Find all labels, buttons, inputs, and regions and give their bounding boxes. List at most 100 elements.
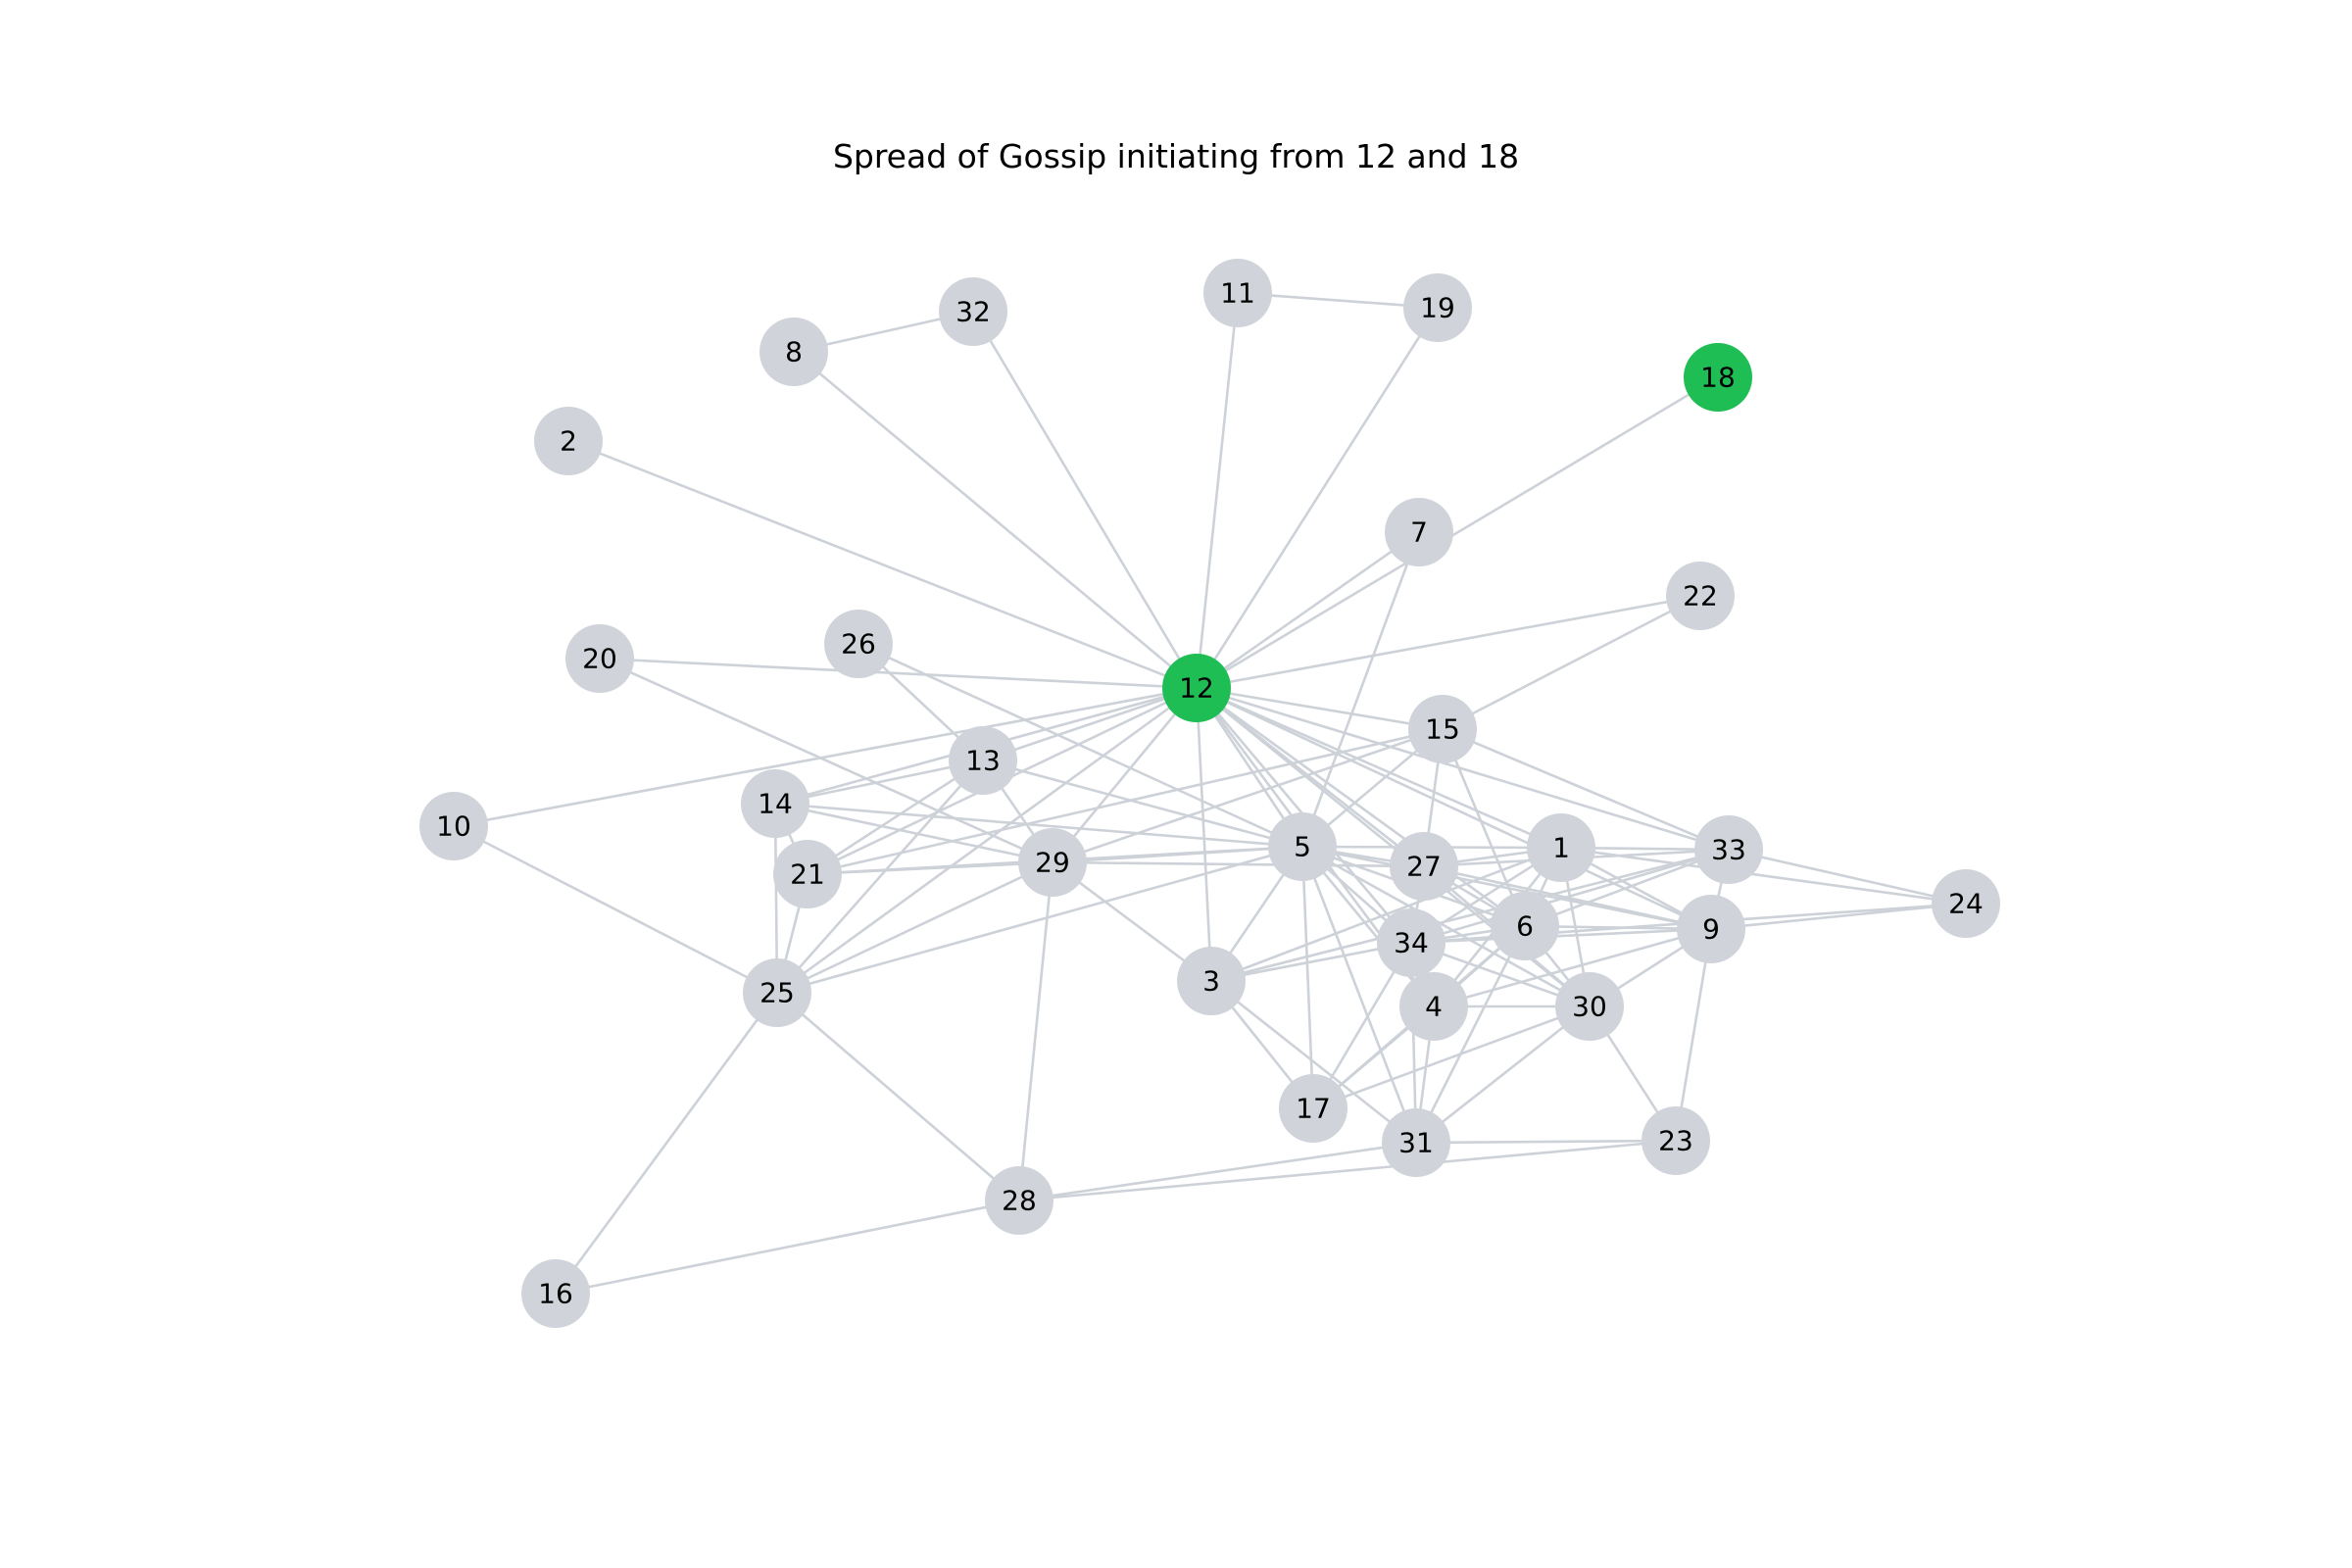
edge-layer xyxy=(453,291,1967,1296)
node-circle-5 xyxy=(1268,812,1337,881)
node-26[interactable]: 26 xyxy=(824,610,893,678)
edge-29-28 xyxy=(1017,861,1054,1201)
node-3[interactable]: 3 xyxy=(1177,947,1246,1015)
node-circle-11 xyxy=(1203,259,1272,327)
node-circle-31 xyxy=(1382,1108,1450,1177)
node-20[interactable]: 20 xyxy=(565,624,634,693)
node-24[interactable]: 24 xyxy=(1932,869,2000,938)
node-circle-20 xyxy=(565,624,634,693)
node-4[interactable]: 4 xyxy=(1399,972,1468,1041)
node-2[interactable]: 2 xyxy=(534,407,603,475)
node-22[interactable]: 22 xyxy=(1666,562,1735,630)
edge-12-33 xyxy=(1196,686,1730,852)
node-label-34: 34 xyxy=(1394,927,1429,959)
node-28[interactable]: 28 xyxy=(985,1166,1054,1235)
edge-12-6 xyxy=(1196,686,1526,928)
node-13[interactable]: 13 xyxy=(949,726,1017,795)
node-circle-9 xyxy=(1677,895,1745,963)
node-circle-12 xyxy=(1162,654,1231,722)
node-layer: 1234567891011121314151617181920212223242… xyxy=(419,259,2000,1328)
edge-5-31 xyxy=(1300,846,1418,1144)
edge-22-15 xyxy=(1442,594,1701,731)
node-32[interactable]: 32 xyxy=(939,277,1007,346)
node-7[interactable]: 7 xyxy=(1385,498,1453,566)
node-11[interactable]: 11 xyxy=(1203,259,1272,327)
node-16[interactable]: 16 xyxy=(521,1259,590,1328)
node-27[interactable]: 27 xyxy=(1390,832,1458,901)
node-label-23: 23 xyxy=(1658,1125,1693,1157)
node-label-27: 27 xyxy=(1406,851,1442,883)
node-label-8: 8 xyxy=(785,336,803,368)
node-label-12: 12 xyxy=(1179,672,1214,705)
edge-29-25 xyxy=(776,860,1054,995)
node-label-29: 29 xyxy=(1035,847,1070,879)
node-circle-33 xyxy=(1694,815,1763,884)
edge-30-17 xyxy=(1312,1004,1591,1110)
node-21[interactable]: 21 xyxy=(773,840,842,908)
edge-34-33 xyxy=(1410,848,1730,945)
node-circle-8 xyxy=(760,318,828,386)
node-label-15: 15 xyxy=(1425,713,1460,746)
node-circle-6 xyxy=(1491,892,1559,960)
node-circle-1 xyxy=(1527,813,1595,882)
node-label-20: 20 xyxy=(582,643,617,675)
node-34[interactable]: 34 xyxy=(1377,908,1446,977)
edge-5-30 xyxy=(1301,845,1591,1008)
node-label-21: 21 xyxy=(790,858,825,891)
edge-13-5 xyxy=(982,759,1303,849)
node-30[interactable]: 30 xyxy=(1555,972,1624,1041)
edge-12-29 xyxy=(1051,687,1199,863)
edge-7-5 xyxy=(1300,531,1421,848)
edge-21-15 xyxy=(807,727,1444,876)
node-label-28: 28 xyxy=(1002,1185,1037,1217)
node-circle-28 xyxy=(985,1166,1054,1235)
node-circle-17 xyxy=(1279,1074,1348,1143)
node-18[interactable]: 18 xyxy=(1684,343,1752,412)
node-label-32: 32 xyxy=(956,296,991,328)
node-label-4: 4 xyxy=(1425,991,1443,1023)
node-31[interactable]: 31 xyxy=(1382,1108,1450,1177)
node-14[interactable]: 14 xyxy=(741,769,809,838)
edge-26-5 xyxy=(858,642,1303,849)
node-label-5: 5 xyxy=(1294,831,1311,863)
node-10[interactable]: 10 xyxy=(419,792,488,860)
edge-12-8 xyxy=(793,351,1198,689)
node-label-30: 30 xyxy=(1572,991,1607,1023)
edge-12-22 xyxy=(1196,594,1701,690)
node-17[interactable]: 17 xyxy=(1279,1074,1348,1143)
node-23[interactable]: 23 xyxy=(1642,1106,1710,1175)
edge-25-28 xyxy=(776,992,1020,1201)
node-circle-32 xyxy=(939,277,1007,346)
node-8[interactable]: 8 xyxy=(760,318,828,386)
edge-6-33 xyxy=(1524,848,1730,928)
node-label-7: 7 xyxy=(1410,516,1428,549)
edge-4-9 xyxy=(1433,927,1712,1008)
edge-12-13 xyxy=(982,686,1198,762)
node-25[interactable]: 25 xyxy=(743,958,811,1027)
node-label-31: 31 xyxy=(1398,1127,1434,1159)
edge-33-24 xyxy=(1728,848,1967,906)
node-6[interactable]: 6 xyxy=(1491,892,1559,960)
edge-16-28 xyxy=(555,1199,1020,1296)
node-label-14: 14 xyxy=(758,788,793,820)
edge-12-20 xyxy=(599,657,1198,690)
node-9[interactable]: 9 xyxy=(1677,895,1745,963)
node-circle-23 xyxy=(1642,1106,1710,1175)
edge-28-31 xyxy=(1018,1141,1417,1202)
edge-15-6 xyxy=(1441,728,1527,927)
node-circle-27 xyxy=(1390,832,1458,901)
node-circle-10 xyxy=(419,792,488,860)
node-label-9: 9 xyxy=(1702,913,1720,946)
edge-12-3 xyxy=(1195,687,1213,982)
node-1[interactable]: 1 xyxy=(1527,813,1595,882)
node-5[interactable]: 5 xyxy=(1268,812,1337,881)
edge-12-18 xyxy=(1196,375,1719,690)
node-15[interactable]: 15 xyxy=(1408,695,1477,763)
edge-13-25 xyxy=(776,760,984,994)
node-19[interactable]: 19 xyxy=(1403,273,1472,342)
node-29[interactable]: 29 xyxy=(1018,828,1087,897)
node-circle-30 xyxy=(1555,972,1624,1041)
node-12[interactable]: 12 xyxy=(1162,654,1231,722)
node-33[interactable]: 33 xyxy=(1694,815,1763,884)
node-label-1: 1 xyxy=(1552,832,1570,864)
